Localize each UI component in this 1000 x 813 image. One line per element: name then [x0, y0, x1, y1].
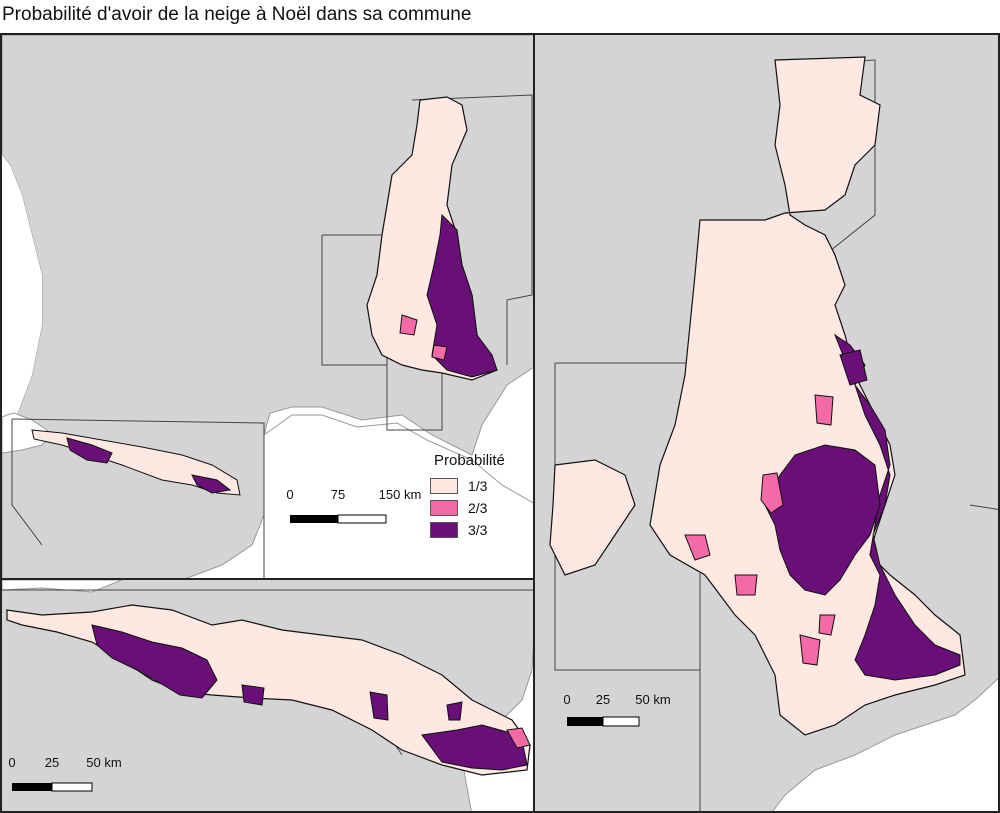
alps-2of3: [799, 634, 821, 666]
pyrenees-high-prob: [66, 437, 113, 464]
pyrenees-3of3: [369, 691, 389, 721]
pyrenees-map-panel: 0 25 50 km: [0, 578, 535, 813]
pyrenees-scale-label-1: 25: [44, 755, 60, 770]
legend-item: 1/3: [430, 475, 530, 497]
legend-swatch: [430, 500, 458, 516]
alps-2of3: [760, 472, 784, 514]
legend-label: 2/3: [468, 500, 488, 516]
legend-item: 2/3: [430, 497, 530, 519]
pyrenees-scale-dark: [12, 783, 52, 791]
alps-mid-prob: [431, 344, 448, 361]
overview-map-panel: 0 75 150 km: [0, 33, 535, 580]
overview-scalebar: 0 75 150 km: [286, 487, 421, 505]
alps-scale-label-2: 50 km: [635, 692, 671, 707]
alps-communes: [649, 56, 966, 736]
overview-scale-label-2: 150 km: [378, 487, 422, 502]
overview-scale-label-0: 0: [286, 487, 294, 502]
alps-scale-label-1: 25: [595, 692, 611, 707]
alps-high-prob: [426, 213, 498, 378]
boundary-line: [11, 418, 265, 578]
alps-2of3: [684, 534, 711, 561]
alps-map-panel: 0 25 50 km: [533, 33, 1000, 813]
alps-3of3: [764, 444, 881, 596]
legend-swatch: [430, 478, 458, 494]
alps-scale-label-0: 0: [563, 692, 571, 707]
overview-scale-dark: [290, 515, 338, 523]
legend-label: 1/3: [468, 478, 488, 494]
pyrenees-3of3: [421, 724, 528, 771]
legend: Probabilité 1/3 2/3 3/3: [430, 452, 530, 541]
legend-swatch: [430, 522, 458, 538]
pyrenees-3of3: [241, 684, 265, 706]
pyrenees-map: [2, 580, 533, 811]
alps-scale-light: [602, 716, 640, 727]
alps-3of3: [839, 349, 868, 386]
pyrenees-high-prob: [191, 474, 232, 494]
alps-scalebar: 0 25 50 km: [563, 692, 670, 710]
overview-scale-light: [337, 514, 387, 524]
map-title: Probabilité d'avoir de la neige à Noël d…: [2, 4, 472, 25]
alps-scale-dark: [567, 717, 603, 726]
alps-3of3: [833, 333, 961, 681]
boundary-line: [11, 419, 43, 546]
overview-map: [2, 35, 533, 578]
legend-title: Probabilité: [434, 452, 505, 469]
boundary-line: [411, 94, 533, 365]
pyrenees-scale-label-0: 0: [8, 755, 16, 770]
pyrenees-2of3: [506, 727, 531, 749]
sea-mediterranean: [772, 678, 998, 811]
boundary-line: [969, 504, 998, 510]
alps-2of3: [734, 574, 758, 596]
pyrenees-3of3: [446, 701, 463, 721]
alps-map: [535, 35, 998, 811]
alps-west-communes: [549, 459, 636, 576]
pyrenees-scalebar: 0 25 50 km: [8, 755, 121, 773]
pyrenees-scale-label-2: 50 km: [86, 755, 122, 770]
legend-item: 3/3: [430, 519, 530, 541]
alps-2of3: [818, 614, 836, 636]
pyrenees-3of3: [91, 624, 218, 699]
sea-mediterranean: [263, 414, 533, 578]
boundary-line: [386, 365, 443, 431]
overview-scale-label-1: 75: [330, 487, 346, 502]
alps-mid-prob: [399, 314, 418, 336]
legend-label: 3/3: [468, 522, 488, 538]
pyrenees-scale-light: [51, 782, 93, 792]
land-sea-atlantic: [2, 155, 42, 430]
alps-2of3: [814, 394, 834, 426]
